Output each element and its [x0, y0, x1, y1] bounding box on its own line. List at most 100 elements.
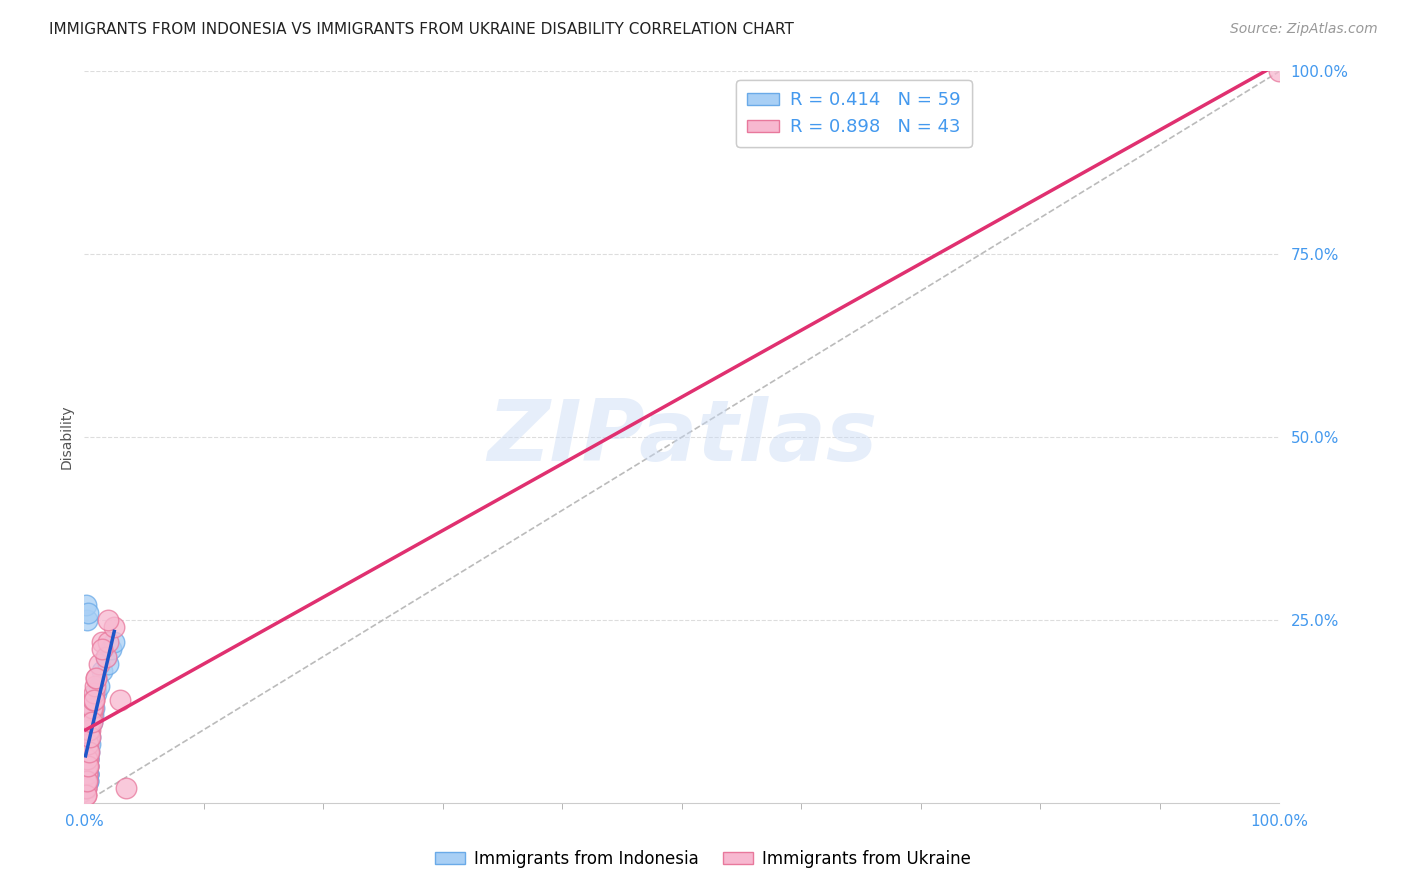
Point [97, 613, 120, 627]
Point [77, 759, 100, 773]
Point [76, 766, 98, 780]
Point [75, 745, 97, 759]
Legend: Immigrants from Indonesia, Immigrants from Ukraine: Immigrants from Indonesia, Immigrants fr… [429, 844, 977, 875]
Point [77, 745, 100, 759]
Point [77, 766, 100, 780]
Point [76, 759, 98, 773]
Text: Source: ZipAtlas.com: Source: ZipAtlas.com [1230, 22, 1378, 37]
Point [79, 730, 101, 744]
Point [87, 657, 110, 671]
Point [75, 599, 97, 613]
Point [103, 620, 125, 634]
Point [76, 759, 98, 773]
Point [75, 745, 97, 759]
Point [94, 649, 117, 664]
Point [80, 708, 103, 723]
Point [76, 759, 98, 773]
Point [77, 745, 100, 759]
Point [76, 745, 98, 759]
Point [80, 715, 103, 730]
Point [82, 700, 104, 714]
Point [1268, 64, 1291, 78]
Point [75, 737, 97, 751]
Text: IMMIGRANTS FROM INDONESIA VS IMMIGRANTS FROM UKRAINE DISABILITY CORRELATION CHAR: IMMIGRANTS FROM INDONESIA VS IMMIGRANTS … [49, 22, 794, 37]
Point [77, 752, 100, 766]
Point [77, 759, 100, 773]
Point [86, 686, 108, 700]
Point [75, 789, 97, 803]
Point [75, 737, 97, 751]
Point [77, 773, 100, 788]
Point [77, 745, 100, 759]
Point [79, 723, 101, 737]
Point [77, 752, 100, 766]
Point [77, 766, 100, 780]
Point [75, 789, 97, 803]
Point [87, 679, 110, 693]
Point [76, 752, 98, 766]
Point [75, 759, 97, 773]
Point [82, 693, 104, 707]
Point [79, 737, 101, 751]
Legend: R = 0.414   N = 59, R = 0.898   N = 43: R = 0.414 N = 59, R = 0.898 N = 43 [735, 80, 972, 147]
Point [75, 730, 97, 744]
Point [76, 759, 98, 773]
Point [94, 649, 117, 664]
Point [86, 672, 108, 686]
Point [77, 766, 100, 780]
Point [77, 730, 100, 744]
Point [75, 752, 97, 766]
Point [75, 781, 97, 796]
Point [76, 752, 98, 766]
Point [77, 766, 100, 780]
Point [76, 759, 98, 773]
Point [86, 672, 108, 686]
Point [75, 781, 97, 796]
Point [79, 730, 101, 744]
Point [83, 700, 105, 714]
Point [76, 766, 98, 780]
Point [79, 715, 101, 730]
Point [76, 745, 98, 759]
Point [76, 773, 98, 788]
Point [76, 759, 98, 773]
Point [84, 679, 107, 693]
Point [77, 723, 100, 737]
Point [76, 745, 98, 759]
Point [77, 752, 100, 766]
Text: ZIPatlas: ZIPatlas [486, 395, 877, 479]
Point [83, 693, 105, 707]
Point [80, 700, 103, 714]
Point [76, 613, 98, 627]
Point [76, 773, 98, 788]
Point [75, 737, 97, 751]
Point [91, 642, 114, 657]
Point [100, 642, 122, 657]
Point [75, 773, 97, 788]
Point [77, 737, 100, 751]
Point [76, 737, 98, 751]
Point [77, 752, 100, 766]
Point [83, 686, 105, 700]
Point [77, 773, 100, 788]
Point [76, 773, 98, 788]
Point [77, 723, 100, 737]
Point [75, 781, 97, 796]
Point [76, 766, 98, 780]
Y-axis label: Disability: Disability [59, 405, 73, 469]
Point [103, 635, 125, 649]
Point [97, 657, 120, 671]
Point [91, 664, 114, 678]
Point [76, 752, 98, 766]
Point [76, 766, 98, 780]
Point [75, 752, 97, 766]
Point [91, 635, 114, 649]
Point [97, 635, 120, 649]
Point [110, 693, 132, 707]
Point [83, 693, 105, 707]
Point [77, 606, 100, 620]
Point [75, 737, 97, 751]
Point [76, 752, 98, 766]
Point [76, 752, 98, 766]
Point [76, 752, 98, 766]
